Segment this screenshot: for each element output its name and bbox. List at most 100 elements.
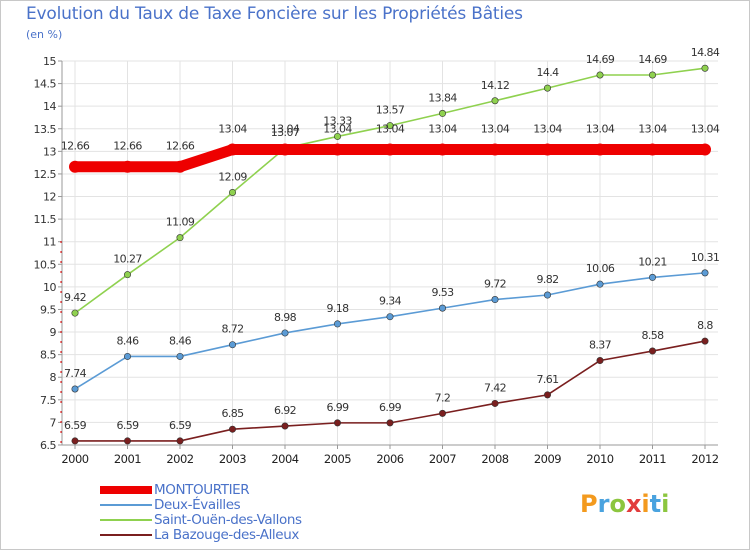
- data-label: 11.09: [166, 216, 195, 229]
- data-label: 14.12: [481, 79, 510, 92]
- x-tick-label: 2000: [61, 452, 88, 466]
- x-tick-label: 2010: [586, 452, 613, 466]
- data-point: [491, 399, 499, 407]
- data-label: 7.74: [64, 367, 87, 380]
- data-label: 6.99: [379, 401, 402, 414]
- data-point: [701, 337, 709, 345]
- data-label: 12.66: [166, 140, 195, 153]
- data-label: 6.85: [221, 407, 244, 420]
- legend-label: Deux-Évailles: [154, 497, 241, 513]
- data-label: 10.31: [691, 251, 720, 264]
- x-tick-label: 2002: [166, 452, 193, 466]
- data-label: 14.69: [638, 53, 667, 66]
- data-point: [386, 122, 394, 130]
- data-point: [701, 269, 709, 277]
- data-point: [491, 296, 499, 304]
- y-tick-label: 6.5: [40, 439, 56, 452]
- data-point: [384, 143, 396, 156]
- data-point: [596, 280, 604, 288]
- data-label: 14.69: [586, 53, 615, 66]
- legend-label: MONTOURTIER: [154, 482, 250, 498]
- data-label: 13.04: [376, 123, 405, 136]
- data-label: 8.72: [221, 323, 243, 336]
- x-tick-label: 2006: [376, 452, 403, 466]
- data-label: 8.37: [589, 339, 612, 352]
- data-label: 12.66: [113, 140, 142, 153]
- data-point: [489, 143, 501, 156]
- data-point: [596, 71, 604, 79]
- logo-letter: o: [609, 490, 626, 518]
- legend-swatch: [100, 486, 152, 494]
- data-point: [229, 341, 237, 349]
- x-tick-label: 2008: [481, 452, 508, 466]
- data-label: 8.98: [274, 311, 297, 324]
- data-point: [436, 143, 449, 156]
- x-tick-label: 2005: [324, 452, 351, 466]
- data-point: [438, 109, 446, 117]
- data-point: [438, 409, 446, 417]
- data-point: [124, 352, 132, 360]
- data-point: [648, 347, 656, 355]
- proxiti-logo: Proxiti: [580, 490, 669, 518]
- data-point: [543, 291, 551, 299]
- data-point: [124, 271, 132, 279]
- data-label: 12.09: [218, 170, 247, 183]
- data-label: 13.07: [271, 126, 300, 139]
- data-point: [226, 143, 239, 156]
- data-point: [596, 357, 604, 365]
- data-point: [386, 419, 394, 427]
- data-label: 9.42: [64, 291, 86, 304]
- data-point: [69, 160, 81, 173]
- legend-label: La Bazouge-des-Alleux: [154, 527, 299, 543]
- data-point: [174, 160, 186, 173]
- data-point: [333, 320, 341, 328]
- data-label: 10.06: [586, 262, 615, 275]
- data-point: [438, 304, 446, 312]
- data-label: 7.61: [536, 373, 558, 386]
- x-tick-label: 2007: [429, 452, 456, 466]
- y-tick-label: 9.5: [40, 303, 56, 316]
- chart-unit-label: (en %): [26, 28, 63, 41]
- data-point: [701, 64, 709, 72]
- y-tick-label: 14: [43, 100, 56, 113]
- data-point: [491, 97, 499, 105]
- data-label: 6.59: [169, 419, 192, 432]
- data-label: 13.04: [428, 123, 457, 136]
- data-label: 13.04: [691, 123, 720, 136]
- data-label: 6.99: [326, 401, 349, 414]
- data-label: 9.34: [379, 295, 402, 308]
- y-tick-label: 8.5: [40, 349, 56, 362]
- data-label: 8.46: [116, 334, 139, 347]
- data-point: [331, 143, 344, 156]
- y-tick-label: 14.5: [34, 78, 57, 91]
- data-point: [541, 143, 554, 156]
- data-label: 9.18: [326, 302, 349, 315]
- data-label: 14.4: [536, 66, 559, 79]
- data-label: 7.2: [435, 391, 451, 404]
- y-tick-label: 7: [50, 416, 57, 429]
- data-point: [71, 437, 79, 445]
- data-point: [229, 188, 237, 196]
- data-point: [176, 234, 184, 242]
- logo-letter: i: [661, 490, 670, 518]
- y-tick-label: 9: [50, 326, 57, 339]
- data-label: 13.04: [218, 123, 247, 136]
- data-label: 8.8: [697, 319, 713, 332]
- y-tick-label: 10: [43, 281, 56, 294]
- x-tick-label: 2012: [691, 452, 718, 466]
- logo-letter: t: [649, 490, 662, 518]
- data-label: 14.84: [691, 46, 720, 59]
- data-point: [543, 391, 551, 399]
- data-label: 6.59: [116, 419, 139, 432]
- logo-letter: P: [580, 490, 598, 518]
- legend-swatch: [100, 504, 152, 506]
- data-point: [333, 132, 341, 140]
- data-point: [71, 385, 79, 393]
- data-label: 13.57: [376, 104, 405, 117]
- x-tick-label: 2009: [534, 452, 561, 466]
- data-point: [386, 313, 394, 321]
- data-labels: 12.66 12.66 12.66 13.04 13.04 13.04 13.04 13.04…: [61, 46, 721, 432]
- y-tick-label: 15: [43, 55, 56, 68]
- x-tick-label: 2011: [639, 452, 666, 466]
